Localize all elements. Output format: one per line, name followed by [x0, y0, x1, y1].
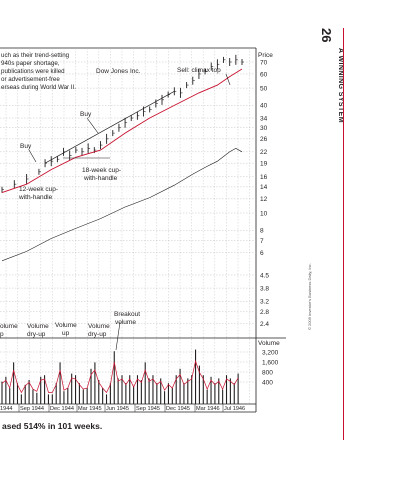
volume-tick-label: 3,200	[262, 349, 279, 356]
volume-tick-label: 1,600	[262, 359, 279, 366]
annotation-line: olume	[0, 323, 18, 330]
date-tick-label: Dec 1944	[50, 406, 74, 412]
price-tick-label: 2.4	[260, 321, 269, 328]
annotation-line: 18-week cup-	[82, 167, 121, 174]
annotation-line: dry-up	[88, 331, 107, 338]
cup18-annotation: 18-week cup- with-handle	[82, 167, 121, 182]
annotation-pointers	[28, 73, 231, 351]
price-tick-label: 12	[260, 196, 268, 203]
sell-pointer	[225, 73, 231, 86]
annotation-line: Volume	[88, 323, 110, 330]
price-tick-label: 19	[260, 160, 268, 167]
date-tick-label: Mar 1946	[196, 406, 220, 412]
annotation-line: p	[0, 331, 4, 338]
annotation-line: dry-up	[27, 331, 46, 338]
page-number: 26	[319, 28, 334, 43]
note-line: publications were killed	[1, 68, 65, 75]
price-tick-labels: 70 60 50 40 34 30 26 22 19 16 14 12 10 8 7 6 4.5 3.8 3.2 2.…	[260, 59, 269, 328]
annotation-line: with-handle	[83, 175, 118, 182]
volume-tick-labels: 3,200 1,600 800 400	[262, 349, 279, 386]
price-tick-label: 50	[260, 85, 268, 92]
price-tick-label: 10	[260, 210, 268, 217]
volume-annotations: olume p Volume dry-up Volume up Volume d…	[0, 322, 110, 338]
buy-annotation-lower: Buy	[20, 143, 32, 150]
price-tick-label: 70	[260, 59, 268, 66]
breakout-annotation: Breakout volume	[114, 311, 140, 326]
volume-tick-label: 400	[262, 379, 273, 386]
moving-average-path	[1, 68, 243, 194]
price-tick-label: 3.8	[260, 285, 269, 292]
date-tick-labels: 1944 Sep 1944 Dec 1944 Mar 1945 Jun 1945 Sep …	[0, 404, 245, 412]
figure-caption: ased 514% in 101 weeks.	[2, 421, 103, 431]
trend-line-path	[44, 90, 175, 164]
buy-annotation-upper: Buy	[80, 111, 92, 118]
price-axis-label: Price	[258, 52, 273, 59]
relative-strength-line	[1, 148, 243, 262]
annotation-line: volume	[115, 319, 136, 326]
price-bars	[1, 54, 244, 193]
note-line: erseas during World War II.	[1, 84, 76, 91]
volume-bars	[1, 349, 239, 404]
price-tick-label: 6	[260, 250, 264, 257]
date-tick-label: Sep 1944	[20, 406, 44, 412]
cup12-annotation: 12-week cup- with-handle	[18, 186, 58, 201]
price-tick-label: 40	[260, 103, 268, 110]
price-tick-label: 8	[260, 228, 264, 235]
breakout-pointer	[115, 321, 121, 351]
price-tick-label: 60	[260, 71, 268, 78]
price-tick-label: 14	[260, 184, 268, 191]
date-tick-label: Dec 1945	[166, 406, 190, 412]
note-line: uch as their trend-setting	[1, 52, 70, 59]
annotation-line: with-handle	[18, 194, 53, 201]
copyright-notice: © 2009 Investor's Business Daily, Inc.	[307, 263, 312, 330]
relative-strength-path	[1, 148, 243, 262]
buy-lower-pointer	[28, 149, 37, 163]
annotation-line: 12-week cup-	[19, 186, 58, 193]
date-tick-label: Jul 1946	[224, 406, 245, 412]
note-line: or advertisement-free	[1, 76, 60, 83]
price-tick-label: 3.2	[260, 299, 269, 306]
annotation-line: Volume	[55, 322, 77, 329]
moving-average-line	[1, 68, 243, 194]
price-tick-label: 7	[260, 238, 264, 245]
volume-average-line	[1, 359, 239, 394]
volume-average-path	[1, 359, 239, 394]
sell-annotation: Sell: climax top	[177, 67, 221, 74]
trend-line	[44, 90, 175, 164]
price-tick-label: 34	[260, 115, 268, 122]
price-tick-label: 22	[260, 149, 268, 156]
price-tick-label: 2.8	[260, 309, 269, 316]
annotation-line: up	[62, 330, 70, 337]
history-note: uch as their trend-setting 940s paper sh…	[1, 52, 76, 91]
date-tick-label: Mar 1945	[78, 406, 102, 412]
chart-frame	[0, 47, 286, 413]
note-line: 940s paper shortage,	[1, 60, 60, 67]
price-tick-label: 26	[260, 136, 268, 143]
chart-grid	[0, 48, 256, 404]
date-tick-label: 1944	[0, 406, 12, 412]
margin-rule	[343, 28, 344, 440]
price-tick-label: 4.5	[260, 272, 269, 279]
annotation-line: Volume	[27, 323, 49, 330]
chart-title: Dow Jones Inc.	[96, 68, 141, 75]
price-tick-label: 16	[260, 174, 268, 181]
price-tick-label: 30	[260, 125, 268, 132]
buy-upper-pointer	[86, 117, 99, 134]
date-tick-label: Sep 1945	[136, 406, 160, 412]
annotation-line: Breakout	[114, 311, 140, 318]
volume-tick-label: 800	[262, 369, 273, 376]
volume-axis-label: Volume	[258, 340, 280, 347]
date-tick-label: Jun 1945	[106, 406, 129, 412]
